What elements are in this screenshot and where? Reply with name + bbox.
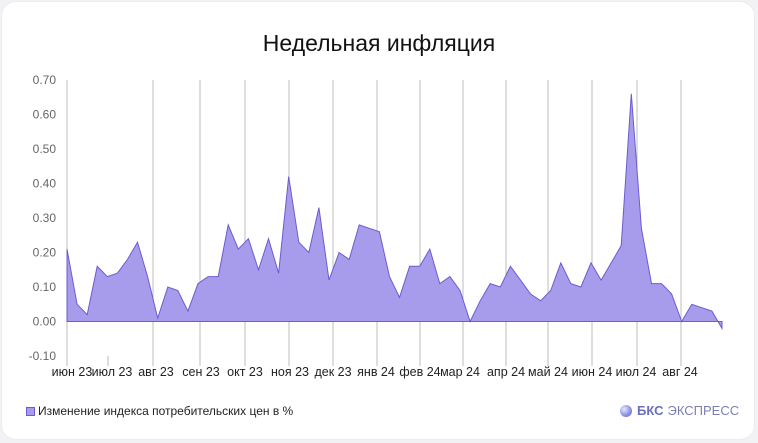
y-tick-label: 0.60 <box>33 108 57 122</box>
x-tick-label: янв 24 <box>357 365 395 379</box>
x-tick-label: июн 24 <box>572 365 613 379</box>
brand-logo: БКС ЭКСПРЕСС <box>620 403 739 418</box>
x-tick-label: окт 23 <box>227 365 263 379</box>
sphere-logo-icon <box>620 404 632 417</box>
legend: Изменение индекса потребительских цен в … <box>26 404 293 418</box>
x-tick-label: фев 24 <box>399 365 440 379</box>
y-tick-label: -0.10 <box>29 349 57 363</box>
x-tick-label: июн 23 <box>52 365 93 379</box>
x-tick-label: авг 23 <box>138 365 174 379</box>
x-tick-label: июл 23 <box>92 365 133 379</box>
inflation-area-series <box>66 93 723 331</box>
y-tick-label: 0.50 <box>33 142 57 156</box>
y-tick-label: 0.40 <box>33 177 57 191</box>
brand-name-rest: ЭКСПРЕСС <box>667 403 740 418</box>
y-tick-label: 0.10 <box>33 280 57 294</box>
brand-name-bold: БКС <box>637 403 664 418</box>
y-tick-label: 0.00 <box>33 315 57 329</box>
x-tick-label: мар 24 <box>440 365 480 379</box>
x-tick-label: май 24 <box>528 365 568 379</box>
x-tick-label: дек 23 <box>314 365 351 379</box>
y-tick-label: 0.70 <box>33 73 57 87</box>
chart-title: Недельная инфляция <box>262 30 496 56</box>
x-tick-label: июл 24 <box>616 365 657 379</box>
legend-swatch-icon <box>26 406 35 416</box>
legend-label: Изменение индекса потребительских цен в … <box>38 404 294 418</box>
x-tick-label: авг 24 <box>662 365 698 379</box>
x-tick-label: ноя 23 <box>271 365 309 379</box>
y-tick-label: 0.20 <box>33 246 57 260</box>
x-tick-label: апр 24 <box>487 365 525 379</box>
x-tick-label: сен 23 <box>182 365 220 379</box>
y-tick-label: 0.30 <box>33 211 57 225</box>
